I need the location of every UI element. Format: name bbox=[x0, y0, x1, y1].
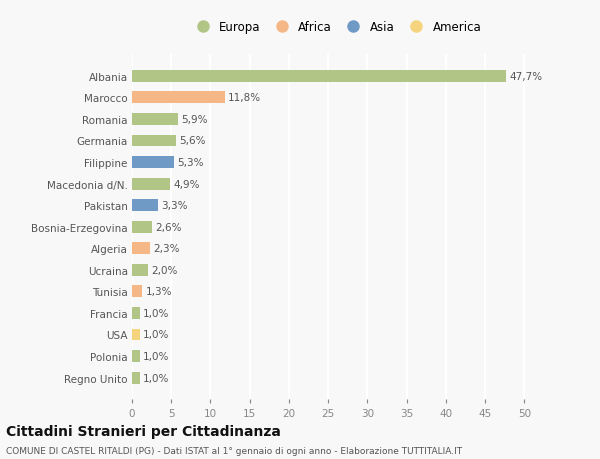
Text: 5,3%: 5,3% bbox=[177, 158, 203, 168]
Bar bbox=[132, 329, 140, 341]
Bar bbox=[132, 92, 224, 104]
Text: 3,3%: 3,3% bbox=[161, 201, 188, 211]
Bar bbox=[132, 264, 148, 276]
Text: 1,0%: 1,0% bbox=[143, 330, 169, 340]
Bar bbox=[132, 372, 140, 384]
Bar bbox=[132, 157, 173, 168]
Bar bbox=[132, 243, 150, 255]
Bar bbox=[132, 200, 158, 212]
Text: 4,9%: 4,9% bbox=[173, 179, 200, 189]
Bar bbox=[132, 178, 170, 190]
Text: 1,0%: 1,0% bbox=[143, 351, 169, 361]
Text: 11,8%: 11,8% bbox=[228, 93, 261, 103]
Text: 1,0%: 1,0% bbox=[143, 373, 169, 383]
Bar bbox=[132, 71, 506, 83]
Text: 2,0%: 2,0% bbox=[151, 265, 177, 275]
Text: 1,3%: 1,3% bbox=[145, 287, 172, 297]
Text: 2,6%: 2,6% bbox=[155, 222, 182, 232]
Legend: Europa, Africa, Asia, America: Europa, Africa, Asia, America bbox=[186, 16, 486, 39]
Text: Cittadini Stranieri per Cittadinanza: Cittadini Stranieri per Cittadinanza bbox=[6, 425, 281, 438]
Text: 1,0%: 1,0% bbox=[143, 308, 169, 318]
Bar bbox=[132, 308, 140, 319]
Text: COMUNE DI CASTEL RITALDI (PG) - Dati ISTAT al 1° gennaio di ogni anno - Elaboraz: COMUNE DI CASTEL RITALDI (PG) - Dati IST… bbox=[6, 446, 462, 455]
Bar bbox=[132, 221, 152, 233]
Text: 5,9%: 5,9% bbox=[181, 115, 208, 125]
Bar bbox=[132, 286, 142, 297]
Bar bbox=[132, 135, 176, 147]
Text: 2,3%: 2,3% bbox=[153, 244, 179, 254]
Bar bbox=[132, 350, 140, 362]
Bar bbox=[132, 114, 178, 126]
Text: 47,7%: 47,7% bbox=[509, 72, 542, 82]
Text: 5,6%: 5,6% bbox=[179, 136, 206, 146]
